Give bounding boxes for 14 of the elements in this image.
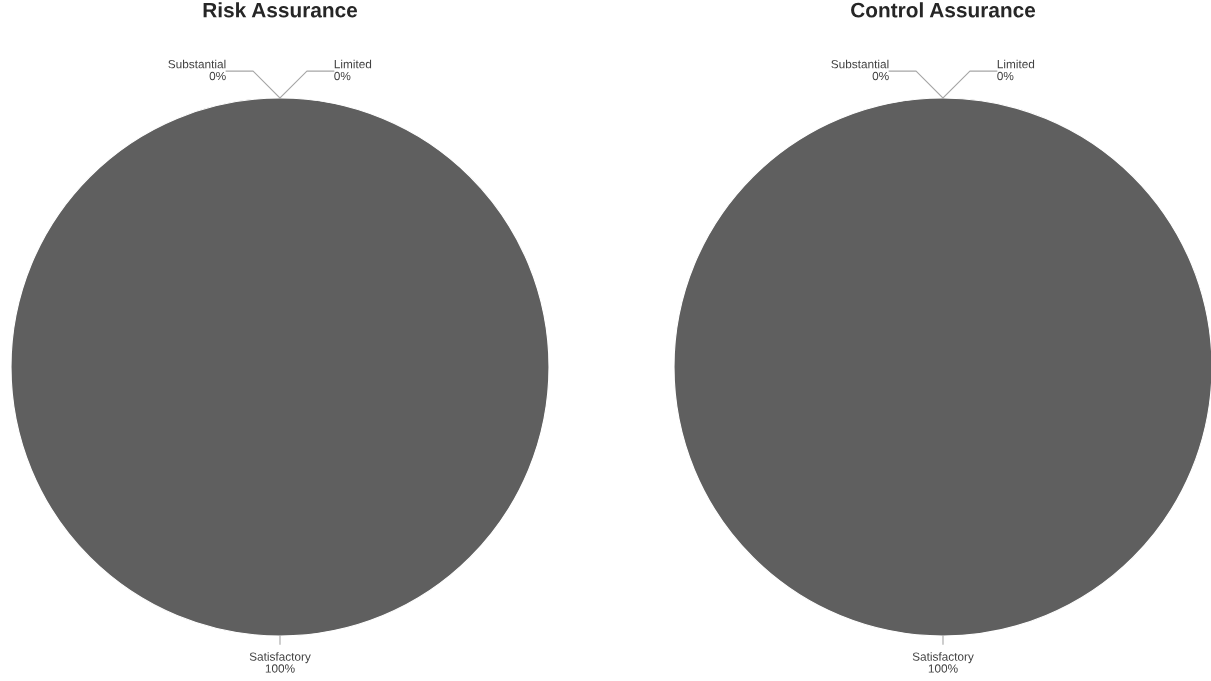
category-label: Limited [997, 59, 1035, 69]
chart-title: Control Assurance [851, 2, 1036, 18]
chart-title: Risk Assurance [203, 2, 358, 18]
data-label: 100% [265, 664, 295, 673]
data-label: 100% [928, 664, 958, 673]
category-label: Substantial [831, 59, 889, 69]
slice-label: Satisfactory [249, 652, 311, 664]
text: 0% [334, 71, 351, 81]
text: 0% [872, 71, 889, 81]
category-label: Substantial [168, 59, 226, 69]
slice-label: Satisfactory [912, 652, 974, 664]
category-label: Limited [334, 59, 372, 69]
text: 0% [209, 71, 226, 81]
text: 0% [997, 71, 1014, 81]
